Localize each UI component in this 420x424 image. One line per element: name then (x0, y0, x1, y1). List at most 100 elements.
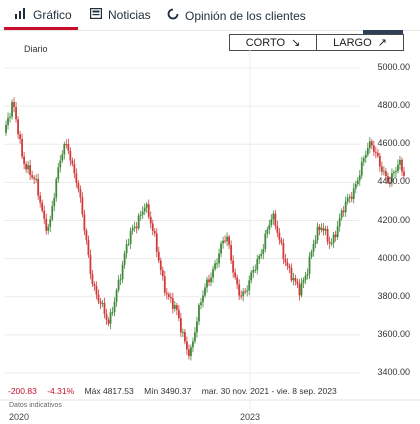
candle (238, 279, 241, 300)
candle (310, 249, 313, 260)
candle (401, 157, 403, 176)
candle (362, 155, 365, 167)
candle (228, 234, 231, 250)
candle (145, 202, 148, 213)
candle (358, 170, 361, 186)
candle (99, 297, 102, 309)
date-range: mar. 30 nov. 2021 - vie. 8 sep. 2023 (201, 386, 337, 396)
candle (218, 248, 220, 268)
candle (204, 283, 206, 298)
candle (250, 270, 253, 284)
candle (167, 291, 170, 300)
position-toggle: CORTO ↘ LARGO ↗ (229, 34, 404, 51)
candle (389, 176, 391, 188)
stats-bar: -200.83 -4.31% Máx 4817.53 Mín 3490.37 m… (8, 386, 345, 396)
candle (135, 221, 138, 234)
candle (330, 238, 333, 247)
candle (198, 302, 200, 326)
candle (306, 268, 309, 280)
candle (184, 329, 186, 345)
candle (137, 213, 140, 231)
candle (113, 297, 116, 317)
candle (31, 170, 34, 180)
tab-chart[interactable]: Gráfico (14, 8, 72, 22)
candle (153, 228, 156, 237)
candle (103, 297, 106, 319)
candle (125, 239, 128, 259)
candle (234, 268, 237, 280)
candle (344, 196, 347, 217)
candle (23, 151, 25, 170)
candle (346, 193, 349, 205)
candle (380, 161, 383, 176)
candle (332, 231, 335, 248)
candle (25, 161, 28, 173)
candle (206, 276, 208, 293)
candle (372, 140, 375, 156)
candle (149, 211, 152, 229)
candle (65, 139, 68, 149)
candle (171, 292, 174, 314)
candle (61, 150, 64, 163)
candle (262, 243, 265, 260)
y-tick-label: 4200.00 (377, 214, 410, 225)
candle (232, 255, 235, 278)
y-tick-label: 4600.00 (377, 138, 410, 149)
candle (73, 158, 76, 179)
candle (97, 289, 100, 305)
candle (272, 210, 275, 225)
candle (111, 306, 114, 316)
candle (280, 237, 283, 246)
candle (374, 146, 377, 158)
candle (27, 161, 30, 174)
candle (93, 281, 96, 291)
candle (129, 227, 132, 249)
candle (147, 199, 150, 220)
y-tick-label: 3800.00 (377, 290, 410, 301)
candle (393, 170, 395, 177)
candle (47, 223, 50, 235)
candle (5, 120, 7, 136)
candle (382, 166, 385, 176)
tab-news[interactable]: Noticias (89, 7, 151, 22)
candle (366, 142, 369, 157)
candle (399, 155, 401, 170)
candle (214, 260, 216, 272)
candle (13, 97, 15, 113)
candle (208, 274, 210, 287)
tab-client-sentiment[interactable]: Opinión de los clientes (167, 8, 306, 23)
candle (264, 229, 267, 253)
candle (260, 249, 263, 259)
candle (314, 234, 317, 249)
candle (151, 219, 154, 236)
candle (119, 273, 122, 286)
short-button[interactable]: CORTO ↘ (230, 35, 316, 50)
candle (286, 258, 289, 271)
candle (395, 166, 397, 178)
tab-bar: Gráfico Noticias Opinión de los clientes (0, 0, 420, 31)
candle (15, 101, 17, 123)
candle (157, 246, 160, 264)
candle (109, 308, 112, 329)
candle (39, 191, 42, 208)
candle (252, 265, 255, 278)
candle (370, 139, 373, 150)
bar-chart-icon (14, 8, 27, 22)
y-tick-label: 4400.00 (377, 176, 410, 187)
candle (194, 327, 196, 344)
candle (368, 137, 371, 154)
x-label-2023: 2023 (240, 412, 261, 422)
candle (244, 287, 247, 295)
candle (292, 272, 295, 286)
candle (348, 194, 351, 204)
candle (387, 172, 389, 184)
candle (79, 185, 82, 203)
candle (81, 192, 84, 218)
candle (336, 220, 339, 241)
candle (89, 249, 92, 280)
candle (338, 213, 341, 232)
newspaper-icon (89, 7, 103, 22)
candle (121, 260, 124, 283)
long-button[interactable]: LARGO ↗ (316, 35, 403, 50)
